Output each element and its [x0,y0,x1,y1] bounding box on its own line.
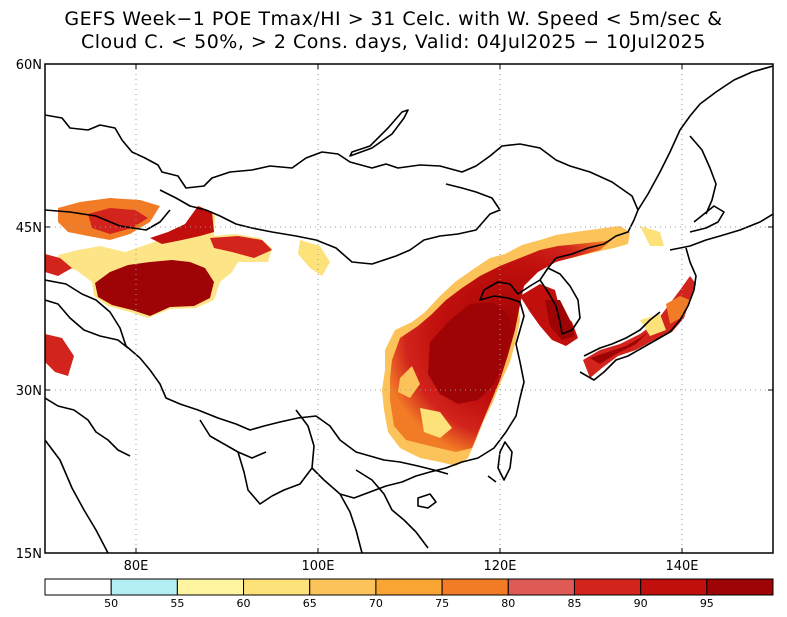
colorbar-swatch [243,578,311,596]
colorbar-swatch [573,578,642,596]
lon-tick-label: 80E [124,559,149,574]
colorbar-label: 60 [237,597,251,610]
map-field [45,64,773,553]
colorbar-label: 75 [435,597,449,610]
colorbar-swatch [375,578,443,596]
colorbar-label: 90 [634,597,648,610]
map-axes: 80E 100E 120E 140E 60N 45N 30N 15N [16,58,773,574]
colorbar-label: 70 [369,597,383,610]
colorbar-label: 65 [303,597,317,610]
lat-tick-label: 15N [16,547,42,562]
colorbar-label: 50 [104,597,118,610]
map-frame [44,63,774,554]
colorbar-label: 55 [170,597,184,610]
lon-tick-label: 120E [483,559,516,574]
colorbar-label: 95 [700,597,714,610]
colorbar-swatch [640,578,708,596]
colorbar-label: 85 [567,597,581,610]
lat-tick-label: 45N [16,221,42,236]
colorbar-swatch [706,578,774,596]
colorbar-swatch [44,578,112,596]
lat-tick-label: 30N [16,384,42,399]
lon-tick-label: 100E [301,559,334,574]
probability-shading [45,198,696,466]
colorbar-swatch [110,578,178,596]
coastlines-borders [45,65,773,553]
colorbar: 50 55 60 65 70 75 80 85 90 95 [44,578,774,610]
lon-tick-label: 140E [665,559,698,574]
map-title-line-1: GEFS Week−1 POE Tmax/HI > 31 Celc. with … [64,8,723,30]
colorbar-swatch [309,578,377,596]
lat-tick-label: 60N [16,58,42,73]
map-title-line-2: Cloud C. < 50%, > 2 Cons. days, Valid: 0… [81,31,706,53]
colorbar-label: 80 [501,597,515,610]
colorbar-swatch [441,578,509,596]
colorbar-swatch [176,578,245,596]
colorbar-swatch [507,578,575,596]
